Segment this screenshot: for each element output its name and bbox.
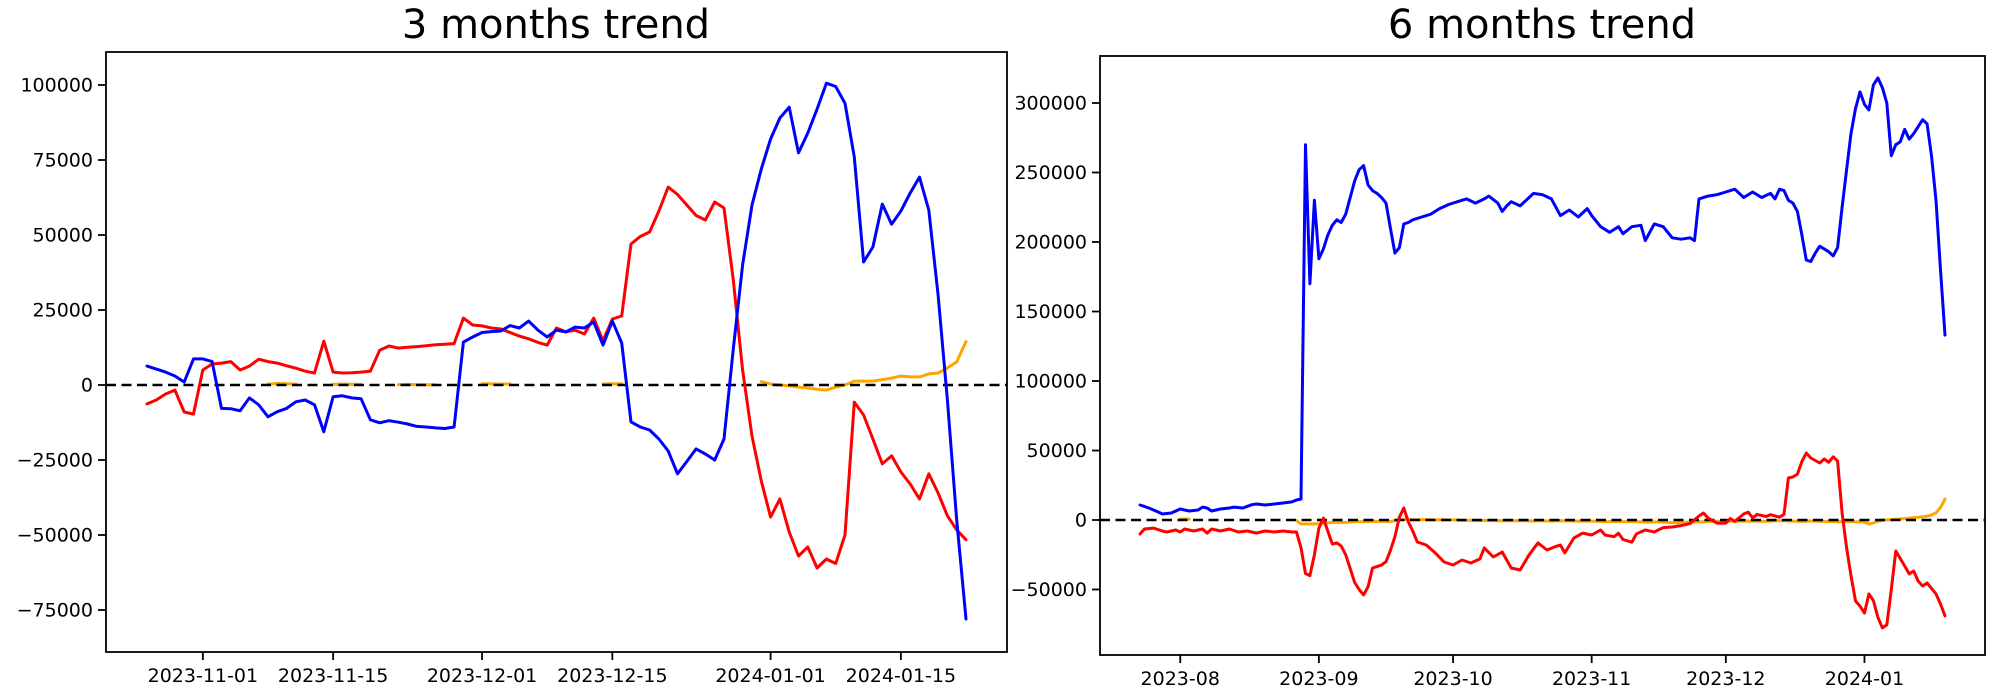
plot-frame: [1099, 55, 1986, 656]
chart-title-3-months: 3 months trend: [402, 2, 710, 48]
chart-6-months-trend: 6 months trend 300000 250000 200000 150000 1…: [1011, 2, 1986, 690]
x-tick-label: 2023-11-15: [278, 665, 388, 687]
x-tick-label: 2024-01-01: [715, 665, 825, 687]
x-tick-label: 2023-08: [1141, 668, 1220, 690]
y-tick-label: 0: [1075, 510, 1087, 532]
y-tick-label: 75000: [33, 150, 93, 172]
red-series-line: [145, 185, 968, 570]
plot-frame: [105, 51, 1008, 653]
orange-series-line: [759, 340, 968, 392]
y-tick-label: 250000: [1014, 162, 1087, 184]
y-tick-label: 25000: [33, 300, 93, 322]
y-tick-label: −50000: [1011, 579, 1087, 601]
x-tick-label: 2023-12-15: [557, 665, 667, 687]
chart-3-months-trend: 3 months trend 100000 75000 50000 25000 0 −25…: [17, 2, 1008, 687]
x-tick-label: 2023-09: [1279, 668, 1358, 690]
y-tick-label: 0: [81, 375, 93, 397]
y-tick-label: 50000: [1027, 440, 1087, 462]
x-tick-label: 2024-01-15: [846, 665, 956, 687]
x-tick-label: 2023-12-01: [427, 665, 537, 687]
x-tick-label: 2023-12: [1686, 668, 1765, 690]
y-tick-label: −75000: [17, 600, 93, 622]
orange-series-line: [266, 382, 298, 386]
y-tick-label: −25000: [17, 450, 93, 472]
y-tick-label: 100000: [20, 75, 93, 97]
y-tick-label: −50000: [17, 525, 93, 547]
x-tick-label: 2023-11-01: [148, 665, 258, 687]
y-tick-label: 300000: [1014, 93, 1087, 115]
blue-series-line: [1138, 76, 1947, 516]
y-tick-label: 200000: [1014, 232, 1087, 254]
x-tick-label: 2023-10: [1413, 668, 1492, 690]
red-series-line: [1138, 451, 1947, 630]
y-tick-label: 100000: [1014, 371, 1087, 393]
y-tick-label: 150000: [1014, 301, 1087, 323]
y-tick-label: 50000: [33, 225, 93, 247]
blue-series-line: [145, 81, 968, 621]
chart-title-6-months: 6 months trend: [1388, 2, 1696, 48]
x-tick-label: 2024-01: [1825, 668, 1904, 690]
x-tick-label: 2023-11: [1552, 668, 1631, 690]
